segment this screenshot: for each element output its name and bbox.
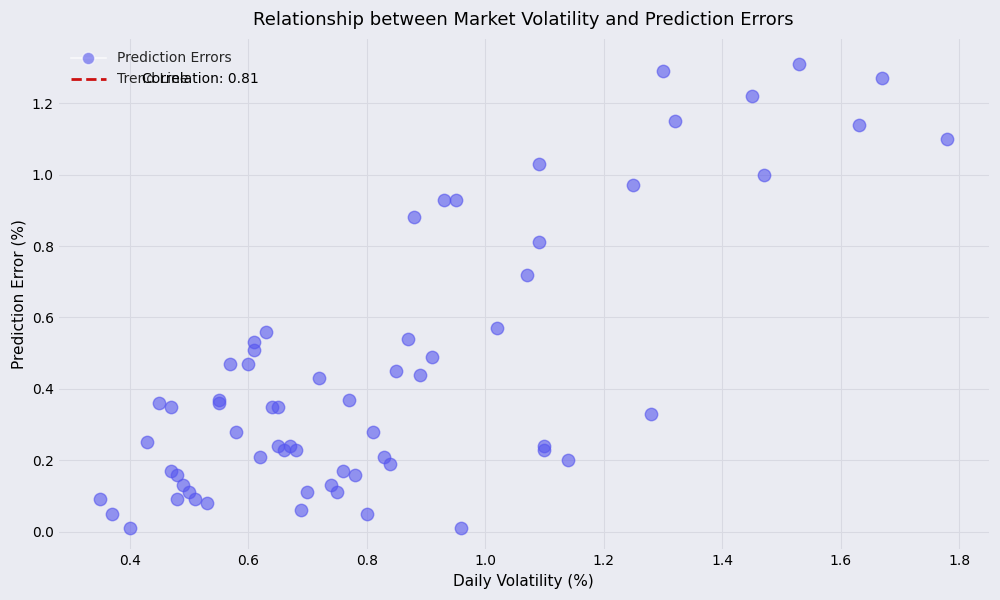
Point (163, 402, 179, 412)
Point (874, 73, 890, 83)
Point (335, 466, 351, 476)
Point (744, 91, 760, 101)
Point (187, 494, 203, 504)
Point (347, 470, 363, 479)
Point (365, 427, 381, 436)
Point (270, 441, 286, 451)
Point (341, 395, 357, 404)
Point (560, 455, 576, 465)
Point (531, 238, 547, 247)
Point (536, 445, 552, 454)
Point (424, 352, 440, 362)
Point (175, 481, 191, 490)
Point (240, 359, 256, 368)
Point (169, 494, 185, 504)
Point (270, 402, 286, 412)
Point (412, 370, 428, 379)
Point (643, 409, 659, 419)
Y-axis label: Prediction Error (%): Prediction Error (%) (11, 219, 26, 369)
Text: Correlation: 0.81: Correlation: 0.81 (142, 72, 259, 86)
Point (252, 452, 268, 461)
Point (311, 373, 327, 383)
Point (258, 327, 274, 337)
Point (288, 445, 304, 454)
Point (222, 359, 238, 368)
Point (282, 441, 298, 451)
Point (791, 59, 807, 69)
Point (489, 323, 505, 333)
Point (388, 366, 404, 376)
Point (293, 505, 309, 515)
Point (211, 395, 227, 404)
Point (436, 195, 452, 205)
Point (199, 498, 215, 508)
Point (104, 509, 120, 518)
Point (299, 488, 315, 497)
Point (382, 459, 398, 469)
Point (181, 488, 197, 497)
Point (625, 181, 641, 190)
Point (448, 195, 464, 205)
Point (851, 120, 867, 130)
Point (376, 452, 392, 461)
Point (211, 398, 227, 408)
Point (122, 523, 138, 533)
Point (139, 437, 155, 447)
Point (169, 470, 185, 479)
Point (276, 445, 292, 454)
Point (400, 334, 416, 344)
Point (323, 481, 339, 490)
Point (228, 427, 244, 436)
Point (536, 441, 552, 451)
Title: Relationship between Market Volatility and Prediction Errors: Relationship between Market Volatility a… (253, 11, 794, 29)
Point (359, 509, 375, 518)
Legend: Prediction Errors, Trend Line: Prediction Errors, Trend Line (65, 46, 237, 92)
Point (329, 488, 345, 497)
Point (246, 345, 262, 355)
Point (163, 466, 179, 476)
Point (151, 398, 167, 408)
Point (667, 116, 683, 126)
Point (264, 402, 280, 412)
Point (453, 523, 469, 533)
Point (406, 212, 422, 222)
Point (519, 270, 535, 280)
Point (246, 338, 262, 347)
Point (939, 134, 955, 144)
Point (756, 170, 772, 179)
Point (655, 67, 671, 76)
X-axis label: Daily Volatility (%): Daily Volatility (%) (453, 574, 594, 589)
Point (92, 494, 108, 504)
Point (531, 159, 547, 169)
